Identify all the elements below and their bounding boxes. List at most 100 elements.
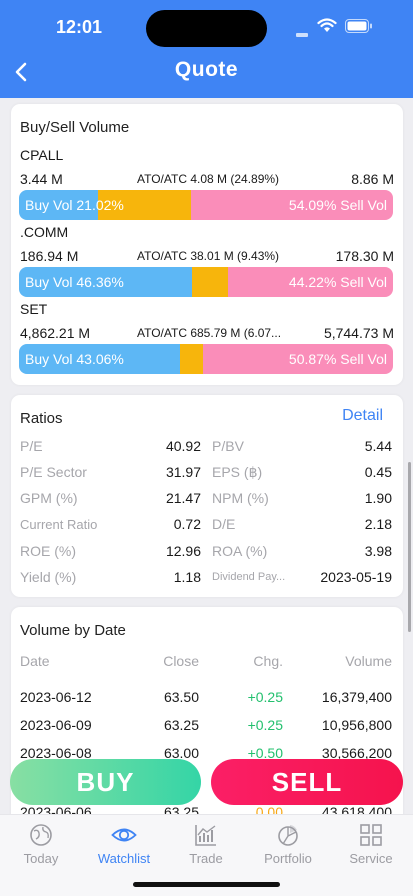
row-close: 63.25 [163, 717, 199, 733]
ratio-value: 5.44 [364, 438, 392, 454]
home-indicator [133, 882, 280, 887]
buy-percent-label: Buy Vol 43.06% [25, 351, 124, 367]
tab-label: Trade [189, 851, 223, 866]
symbol-name: CPALL [20, 147, 64, 163]
globe-icon [30, 824, 52, 846]
buy-button[interactable]: BUY [10, 759, 201, 805]
tab-portfolio[interactable]: Portfolio [253, 823, 323, 866]
tab-label: Portfolio [264, 851, 312, 866]
sell-volume: 5,744.73 M [323, 325, 394, 341]
tab-trade[interactable]: Trade [171, 823, 241, 866]
ratio-value: 31.97 [165, 464, 201, 480]
tab-watchlist[interactable]: Watchlist [89, 823, 159, 866]
dynamic-island [146, 10, 267, 47]
ratio-value: 21.47 [165, 490, 201, 506]
ato-atc-segment [180, 344, 203, 374]
column-header-change: Chg. [253, 653, 283, 669]
sell-volume: 178.30 M [335, 248, 394, 264]
ato-atc-volume: ATO/ATC 38.01 M (9.43%) [137, 249, 280, 263]
row-change: +0.25 [247, 689, 283, 705]
pie-icon [278, 825, 298, 846]
ratio-label: P/E [20, 438, 43, 454]
buy-segment [19, 267, 193, 297]
cellular-icon [296, 33, 308, 37]
scrollbar[interactable] [408, 462, 411, 632]
row-change: +0.25 [247, 717, 283, 733]
page-title: Quote [174, 58, 239, 81]
ratio-label: GPM (%) [20, 490, 78, 506]
sell-segment [190, 190, 393, 220]
ratio-value: 1.90 [364, 490, 392, 506]
ratio-label: P/E Sector [20, 464, 87, 480]
ratio-value: 2.18 [364, 516, 392, 532]
status-time: 12:01 [56, 17, 103, 37]
sell-segment [227, 267, 393, 297]
wifi-icon [317, 18, 337, 32]
tab-label: Today [23, 851, 59, 866]
ato-atc-segment [97, 190, 191, 220]
ratio-label: D/E [212, 516, 236, 532]
grid-icon [360, 824, 382, 846]
ato-atc-volume: ATO/ATC 685.79 M (6.07... [137, 326, 282, 340]
buy-volume: 3.44 M [20, 171, 63, 187]
buy-volume: 4,862.21 M [20, 325, 91, 341]
row-volume: 16,379,400 [321, 689, 392, 705]
ratio-value: 40.92 [165, 438, 201, 454]
ratio-label: P/BV [212, 438, 244, 454]
sell-percent-label: 44.22% Sell Vol [288, 274, 387, 290]
column-header-close: Close [163, 653, 199, 669]
ato-atc-segment [192, 267, 228, 297]
row-date: 2023-06-09 [20, 717, 92, 733]
ratio-label: NPM (%) [212, 490, 269, 506]
chart-icon [195, 825, 216, 846]
tab-label: Watchlist [97, 851, 151, 866]
tab-label: Service [349, 851, 393, 866]
buy-volume: 186.94 M [20, 248, 79, 264]
ratio-value: 3.98 [364, 543, 392, 559]
ratio-value: 12.96 [165, 543, 201, 559]
buy-percent-label: Buy Vol 21.02% [25, 197, 124, 213]
row-date: 2023-06-12 [20, 689, 92, 705]
tab-today[interactable]: Today [6, 823, 76, 866]
ratio-value: 1.18 [173, 569, 201, 585]
card-title: Ratios [20, 410, 63, 427]
buy-percent-label: Buy Vol 46.36% [25, 274, 124, 290]
ratio-label: Dividend Pay... [212, 571, 286, 583]
sell-volume: 8.86 M [351, 171, 394, 187]
sell-percent-label: 54.09% Sell Vol [288, 197, 387, 213]
ratio-value: 2023-05-19 [320, 569, 392, 585]
ratio-label: EPS (฿) [212, 464, 263, 480]
buy-segment [19, 190, 98, 220]
ratio-value: 0.45 [364, 464, 392, 480]
row-close: 63.00 [163, 745, 199, 761]
sell-percent-label: 50.87% Sell Vol [288, 351, 387, 367]
detail-link[interactable]: Detail [342, 407, 383, 424]
volume-bar: Buy Vol 21.02% 54.09% Sell Vol [19, 190, 393, 220]
sell-button[interactable]: SELL [211, 759, 403, 805]
row-volume: 10,956,800 [321, 717, 392, 733]
header-bar: 12:01 Quote [0, 0, 413, 98]
ratio-label: ROE (%) [20, 543, 76, 559]
volume-bar: Buy Vol 46.36% 44.22% Sell Vol [19, 267, 393, 297]
card-title: Buy/Sell Volume [20, 119, 130, 136]
battery-icon [345, 18, 372, 33]
symbol-name: SET [20, 301, 48, 317]
symbol-name: .COMM [20, 224, 69, 240]
buy-sell-volume-card: Buy/Sell Volume CPALL 3.44 M ATO/ATC 4.0… [11, 104, 403, 385]
row-close: 63.50 [163, 689, 199, 705]
ratios-card: Ratios Detail P/E 40.92 P/BV 5.44 P/E Se… [11, 395, 403, 597]
card-title: Volume by Date [20, 622, 126, 639]
ratio-label: Current Ratio [20, 517, 98, 532]
row-change: +0.50 [247, 745, 283, 761]
eye-icon [111, 828, 137, 842]
tab-service[interactable]: Service [336, 823, 406, 866]
row-date: 2023-06-08 [20, 745, 92, 761]
ratio-label: ROA (%) [212, 543, 268, 559]
column-header-volume: Volume [345, 653, 392, 669]
row-volume: 30,566,200 [321, 745, 392, 761]
back-chevron-icon[interactable] [12, 62, 32, 82]
ratio-label: Yield (%) [20, 569, 77, 585]
sell-segment [202, 344, 393, 374]
column-header-date: Date [20, 653, 50, 669]
ratio-value: 0.72 [173, 516, 201, 532]
